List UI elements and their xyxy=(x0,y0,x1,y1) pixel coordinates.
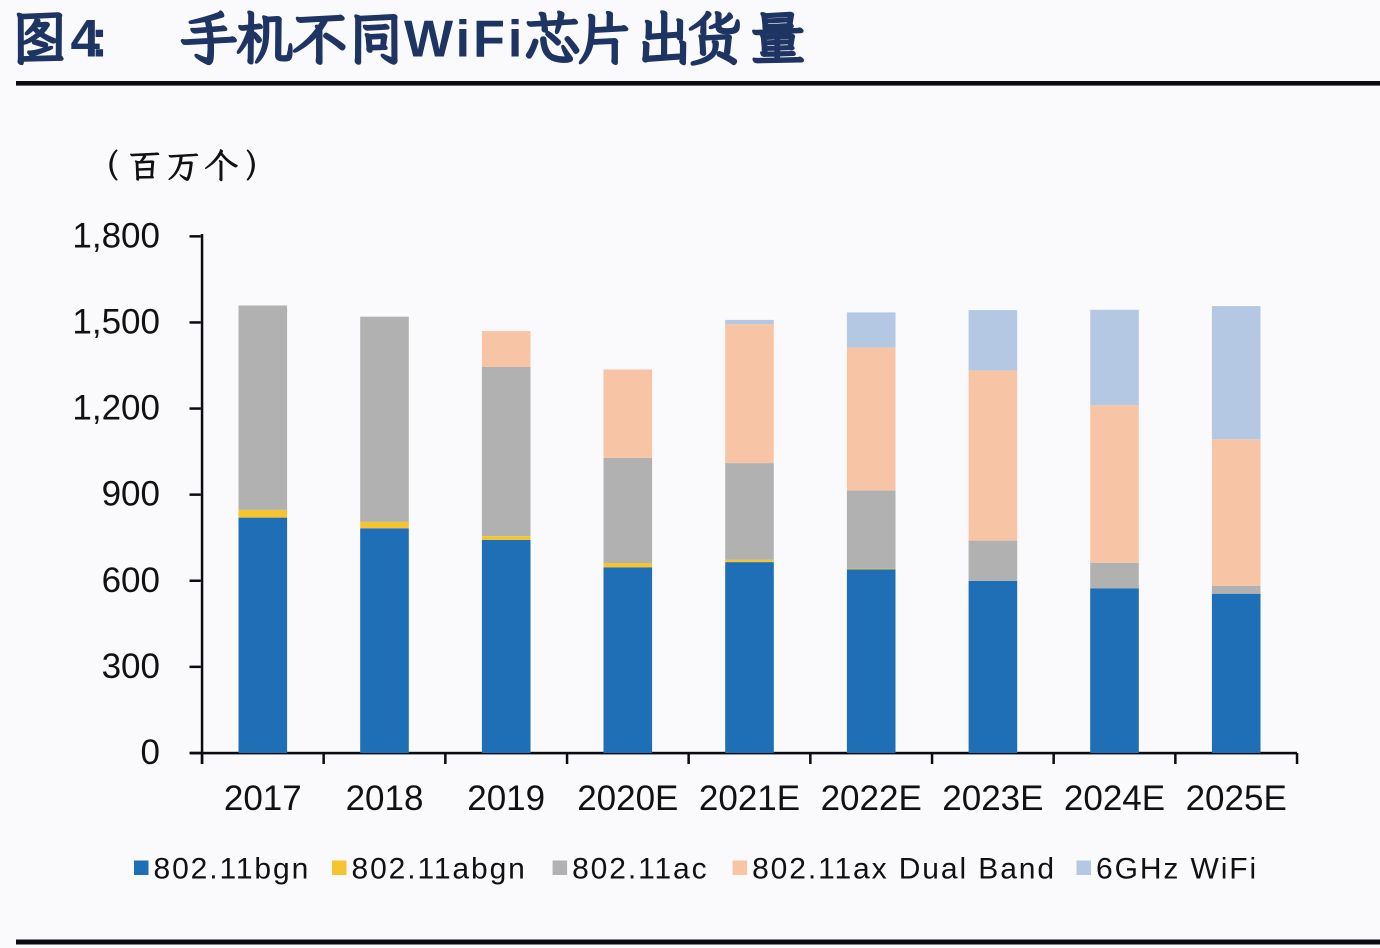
svg-text:1,200: 1,200 xyxy=(72,389,160,428)
svg-text:2024E: 2024E xyxy=(1064,779,1165,818)
svg-text:2020E: 2020E xyxy=(577,779,678,818)
svg-text:WiFi: WiFi xyxy=(404,11,525,69)
svg-text:2017: 2017 xyxy=(224,779,302,818)
svg-text::: : xyxy=(91,10,109,69)
svg-text:1,500: 1,500 xyxy=(72,303,160,342)
svg-text:900: 900 xyxy=(102,475,160,514)
svg-text:300: 300 xyxy=(102,647,160,686)
svg-text:2025E: 2025E xyxy=(1186,779,1287,818)
svg-text:1,800: 1,800 xyxy=(72,216,160,255)
svg-text:2023E: 2023E xyxy=(942,779,1043,818)
svg-text:802.11ax Dual Band: 802.11ax Dual Band xyxy=(752,853,1056,886)
svg-text:2022E: 2022E xyxy=(821,779,922,818)
svg-text:0: 0 xyxy=(141,733,160,772)
svg-text:4: 4 xyxy=(71,10,101,69)
svg-text:802.11bgn: 802.11bgn xyxy=(154,853,311,886)
svg-text:2019: 2019 xyxy=(467,779,545,818)
svg-text:2018: 2018 xyxy=(346,779,424,818)
svg-text:802.11ac: 802.11ac xyxy=(572,853,708,886)
svg-text:802.11abgn: 802.11abgn xyxy=(352,853,527,886)
svg-text:6GHz WiFi: 6GHz WiFi xyxy=(1096,853,1258,886)
svg-text:2021E: 2021E xyxy=(699,779,800,818)
svg-text:600: 600 xyxy=(102,561,160,600)
